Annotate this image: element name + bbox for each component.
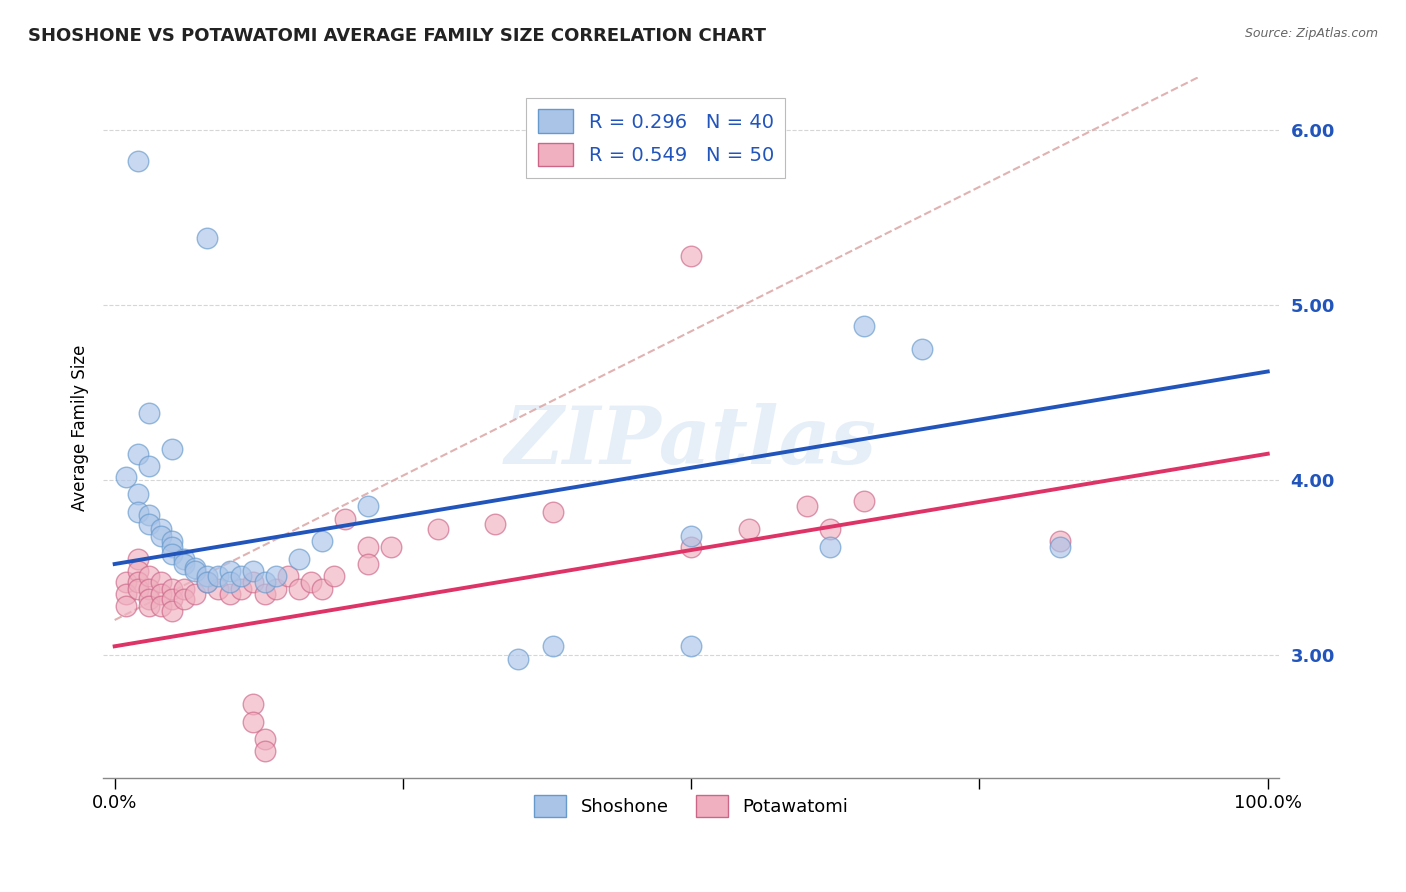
Point — [738, 522, 761, 536]
Point — [115, 469, 138, 483]
Point — [195, 569, 218, 583]
Point — [162, 442, 184, 456]
Point — [138, 407, 160, 421]
Point — [242, 574, 264, 589]
Point — [541, 640, 564, 654]
Point — [162, 534, 184, 549]
Point — [127, 574, 149, 589]
Point — [127, 582, 149, 596]
Point — [299, 574, 322, 589]
Point — [264, 569, 287, 583]
Point — [277, 569, 299, 583]
Point — [253, 744, 276, 758]
Point — [149, 529, 172, 543]
Point — [818, 522, 841, 536]
Point — [138, 458, 160, 473]
Point — [322, 569, 344, 583]
Point — [681, 529, 703, 543]
Text: Source: ZipAtlas.com: Source: ZipAtlas.com — [1244, 27, 1378, 40]
Point — [484, 516, 506, 531]
Point — [162, 547, 184, 561]
Point — [162, 592, 184, 607]
Point — [138, 592, 160, 607]
Point — [818, 540, 841, 554]
Point — [508, 651, 530, 665]
Point — [311, 582, 333, 596]
Point — [127, 551, 149, 566]
Point — [184, 564, 207, 578]
Point — [1049, 534, 1071, 549]
Text: ZIPatlas: ZIPatlas — [505, 403, 877, 480]
Point — [357, 540, 380, 554]
Point — [288, 551, 311, 566]
Legend: Shoshone, Potawatomi: Shoshone, Potawatomi — [527, 788, 856, 824]
Point — [219, 587, 242, 601]
Point — [127, 564, 149, 578]
Point — [681, 249, 703, 263]
Point — [149, 599, 172, 613]
Point — [127, 154, 149, 169]
Point — [242, 697, 264, 711]
Point — [357, 557, 380, 571]
Point — [115, 599, 138, 613]
Point — [127, 487, 149, 501]
Point — [149, 522, 172, 536]
Point — [231, 569, 253, 583]
Point — [242, 714, 264, 729]
Point — [541, 504, 564, 518]
Point — [173, 582, 195, 596]
Point — [207, 569, 229, 583]
Point — [426, 522, 449, 536]
Point — [115, 574, 138, 589]
Point — [173, 551, 195, 566]
Point — [195, 574, 218, 589]
Point — [138, 569, 160, 583]
Point — [149, 574, 172, 589]
Point — [162, 540, 184, 554]
Point — [264, 582, 287, 596]
Point — [127, 504, 149, 518]
Point — [138, 508, 160, 522]
Point — [149, 587, 172, 601]
Point — [184, 587, 207, 601]
Point — [380, 540, 402, 554]
Point — [173, 557, 195, 571]
Point — [219, 574, 242, 589]
Point — [288, 582, 311, 596]
Point — [357, 500, 380, 514]
Point — [162, 604, 184, 618]
Point — [253, 587, 276, 601]
Point — [127, 447, 149, 461]
Point — [162, 582, 184, 596]
Text: SHOSHONE VS POTAWATOMI AVERAGE FAMILY SIZE CORRELATION CHART: SHOSHONE VS POTAWATOMI AVERAGE FAMILY SI… — [28, 27, 766, 45]
Y-axis label: Average Family Size: Average Family Size — [72, 344, 89, 511]
Point — [253, 732, 276, 747]
Point — [138, 516, 160, 531]
Point — [219, 564, 242, 578]
Point — [335, 511, 357, 525]
Point — [184, 560, 207, 574]
Point — [853, 494, 876, 508]
Point — [681, 540, 703, 554]
Point — [207, 582, 229, 596]
Point — [1049, 540, 1071, 554]
Point — [681, 640, 703, 654]
Point — [796, 500, 818, 514]
Point — [195, 231, 218, 245]
Point — [138, 599, 160, 613]
Point — [115, 587, 138, 601]
Point — [911, 342, 934, 356]
Point — [195, 574, 218, 589]
Point — [253, 574, 276, 589]
Point — [242, 564, 264, 578]
Point — [311, 534, 333, 549]
Point — [231, 582, 253, 596]
Point — [138, 582, 160, 596]
Point — [853, 318, 876, 333]
Point — [173, 592, 195, 607]
